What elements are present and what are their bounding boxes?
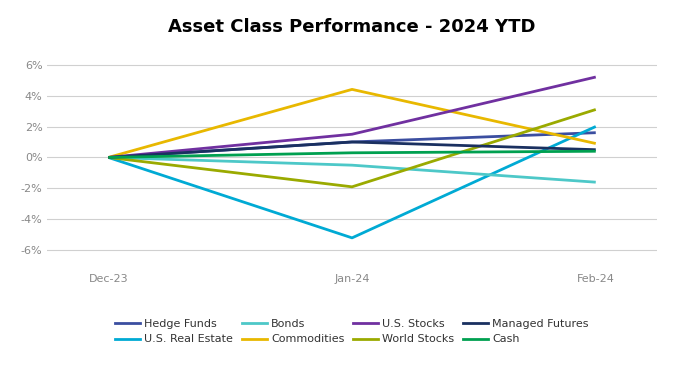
Title: Asset Class Performance - 2024 YTD: Asset Class Performance - 2024 YTD [169,18,536,36]
Legend: Hedge Funds, U.S. Real Estate, Bonds, Commodities, U.S. Stocks, World Stocks, Ma: Hedge Funds, U.S. Real Estate, Bonds, Co… [111,314,593,349]
